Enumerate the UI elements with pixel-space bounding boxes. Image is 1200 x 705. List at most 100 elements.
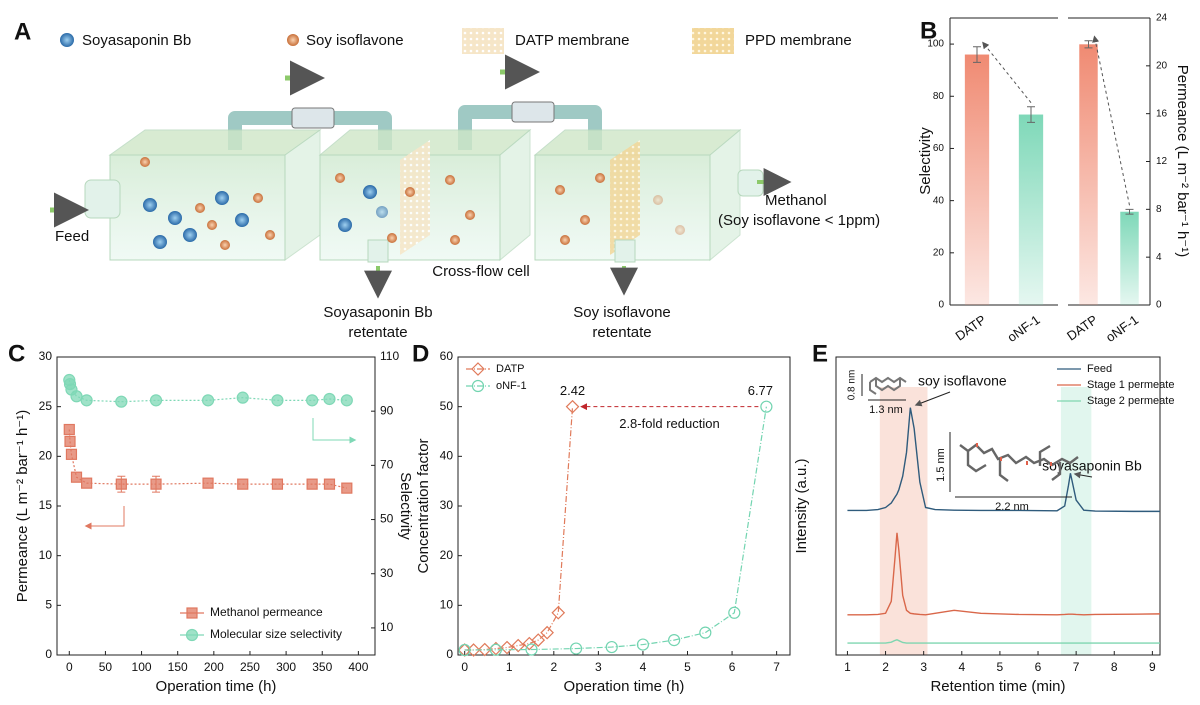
panel-letter: B [920, 17, 937, 44]
retentate-label: Soyasaponin Bb [323, 304, 432, 321]
plot-frame [835, 356, 1161, 656]
tick-label: 5 [997, 660, 1004, 674]
bar [1120, 211, 1139, 305]
schematic: Soyasaponin Bb Soy isoflavone DATP membr… [50, 28, 880, 341]
tick-label: 25 [39, 399, 53, 413]
axis-title: Permeance (L m⁻² bar⁻¹ h⁻¹) [14, 410, 31, 602]
tick-label: 110 [380, 349, 399, 363]
category-label: DATP [952, 312, 988, 344]
tick-label: 350 [312, 660, 332, 674]
membrane [610, 140, 640, 255]
data-point [306, 394, 319, 407]
annotation: soyasaponin Bb [1042, 458, 1142, 474]
data-point [150, 478, 162, 490]
data-point [668, 633, 681, 647]
legend-marker [185, 628, 199, 642]
panel-letter: D [412, 340, 429, 367]
tick-label: 5 [45, 598, 52, 612]
molecule-atoms [976, 443, 1052, 466]
highlight-band [879, 387, 928, 655]
tick-label: 4 [958, 660, 965, 674]
data-point [760, 400, 773, 413]
legend-icon [462, 28, 504, 54]
tick-label: 8 [1111, 660, 1118, 674]
data-point [636, 638, 650, 651]
data-point [236, 391, 249, 404]
data-point [500, 640, 514, 655]
tick-label: 8 [1156, 204, 1162, 215]
tick-label: 30 [440, 498, 454, 512]
data-point [271, 394, 284, 407]
legend-icon [60, 33, 74, 47]
tick-label: 4 [640, 660, 647, 674]
cell-label: Cross-flow cell [432, 263, 530, 280]
data-point [605, 640, 618, 654]
legend-marker [186, 607, 198, 619]
legend-label: Stage 2 permeate [1087, 395, 1174, 407]
tick-label: 0 [45, 647, 52, 661]
data-point [341, 482, 353, 494]
tick-label: 250 [240, 660, 260, 674]
tick-label: 10 [380, 620, 394, 634]
tick-label: 15 [39, 498, 53, 512]
dimension-line [949, 432, 1072, 498]
legend-text: Soyasaponin Bb [82, 32, 191, 49]
legend-label: Molecular size selectivity [210, 627, 342, 641]
inlet-pipe [84, 179, 121, 219]
data-point [699, 626, 712, 639]
tick-label: 90 [380, 403, 394, 417]
molecule [959, 443, 1079, 482]
category-label: oNF-1 [1103, 312, 1141, 345]
data-point [728, 606, 741, 619]
trend-arrow [982, 41, 1032, 104]
legend-text: DATP membrane [515, 32, 630, 49]
tick-label: 24 [1156, 13, 1168, 24]
annotation: 2.2 nm [995, 501, 1029, 513]
tick-label: 0 [66, 660, 73, 674]
tick-label: 80 [933, 91, 945, 102]
outlet-label: Methanol [765, 192, 827, 209]
annotation: 0.8 nm [847, 370, 858, 401]
tick-label: 7 [1073, 660, 1080, 674]
dimension-line [861, 374, 906, 401]
series-line [847, 407, 1160, 513]
data-point [540, 625, 554, 640]
pump [511, 101, 555, 123]
axis-title: Intensity (a.u.) [793, 458, 810, 553]
trend-arrow [1092, 35, 1130, 206]
error-bar [1125, 208, 1134, 215]
tick-label: 60 [440, 349, 454, 363]
data-point [477, 642, 492, 657]
plot-frame [457, 356, 791, 656]
axis-title: Selectivity [917, 127, 934, 195]
axis-title: Retention time (min) [930, 678, 1065, 695]
legend-label: Methanol permeance [210, 605, 323, 619]
bar [964, 54, 990, 306]
data-point [458, 643, 471, 657]
tick-label: 0 [461, 660, 468, 674]
retentate-label: Soy isoflavone [573, 304, 671, 321]
series-line [847, 639, 1160, 644]
data-point [64, 435, 76, 448]
legend-icon [287, 34, 299, 46]
tick-label: 10 [440, 598, 454, 612]
tick-label: 150 [168, 660, 188, 674]
tick-label: 9 [1149, 660, 1156, 674]
data-point [565, 399, 580, 414]
tick-label: 20 [933, 247, 945, 258]
tick-label: 0 [446, 647, 453, 661]
annotation: 1.5 nm [935, 448, 947, 482]
legend-marker [471, 379, 485, 393]
data-point [237, 478, 249, 490]
tick-label: 6 [729, 660, 736, 674]
annotation: 6.77 [748, 383, 773, 398]
tick-label: 3 [920, 660, 927, 674]
tick-label: 0 [1156, 300, 1162, 311]
data-point [201, 394, 215, 407]
tick-label: 400 [348, 660, 368, 674]
tick-label: 5 [684, 660, 691, 674]
data-point [115, 478, 127, 490]
legend-label: Stage 1 permeate [1087, 379, 1174, 391]
data-point [511, 638, 526, 653]
